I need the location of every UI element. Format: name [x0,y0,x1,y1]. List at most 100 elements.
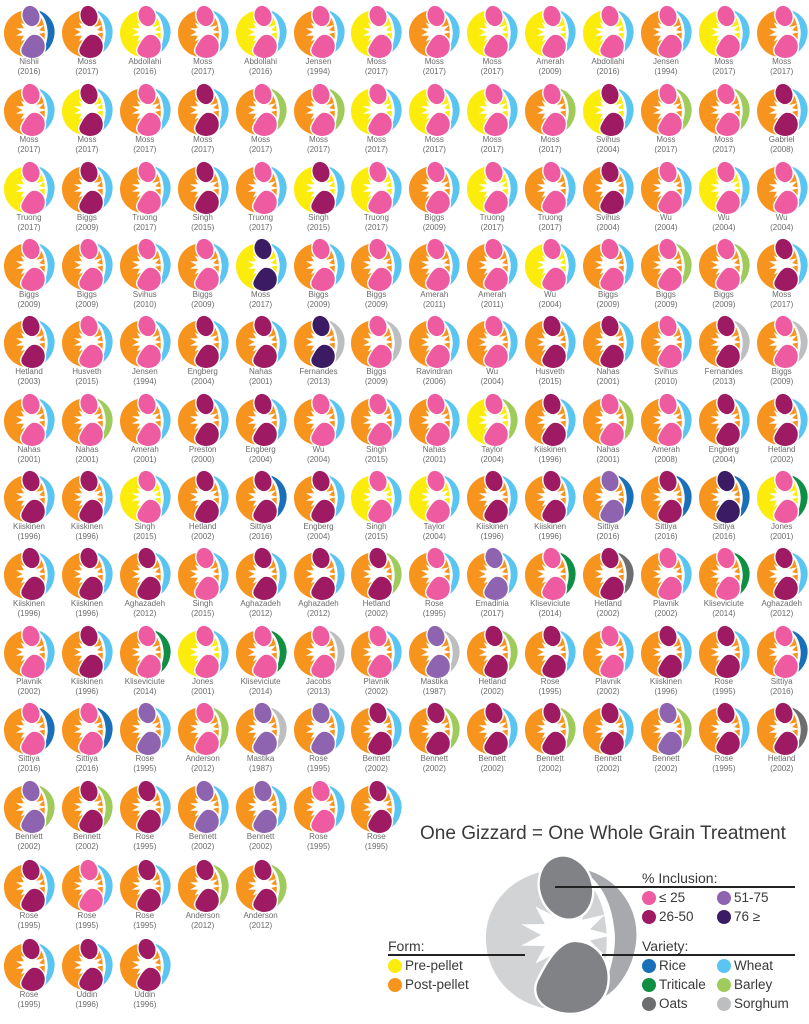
gizzard-icon [293,701,346,757]
gizzard-icon [235,314,288,370]
gizzard-nahas-2001: Nahas (2001) [579,390,637,468]
gizzard-icon [235,701,288,757]
gizzard-icon [119,4,172,60]
gizzard-icon [756,237,809,293]
study-label: Moss (2017) [249,290,273,309]
gizzard-icon [61,546,114,602]
gizzard-kiiskinen-1996: Kiiskinen (1996) [58,544,116,622]
study-label: Kiiskinen (1996) [70,522,103,541]
gizzard-icon [177,314,230,370]
study-label: Rose (1995) [133,754,157,773]
gizzard-icon [409,4,461,60]
gizzard-rose-1995: Rose (1995) [116,856,174,934]
gizzard-icon [61,160,114,216]
swatch-icon [642,996,656,1011]
gizzard-icon [698,392,751,448]
gizzard-moss-2017: Moss (2017) [232,80,290,158]
study-label: Biggs (2009) [770,367,794,386]
gizzard-truong-2017: Truong (2017) [116,158,174,236]
gizzard-icon [583,469,635,525]
study-label: Kliseviciute (2014) [124,677,165,696]
gizzard-singh-2015: Singh (2015) [116,467,174,545]
gizzard-rose-1995: Rose (1995) [0,935,58,1013]
gizzard-icon [698,82,751,138]
gizzard-icon [525,546,577,602]
gizzard-biggs-2009: Biggs (2009) [579,235,637,313]
legend-gizzard-diagram [485,854,639,1016]
study-label: Plavnik (2002) [595,677,621,696]
study-label: Wu (2004) [712,213,736,232]
gizzard-biggs-2009: Biggs (2009) [0,235,58,313]
study-label: Moss (2017) [364,57,388,76]
swatch-icon [642,909,656,924]
gizzard-bennett-2002: Bennett (2002) [405,699,463,777]
swatch-icon [642,977,656,992]
gizzard-truong-2017: Truong (2017) [347,158,405,236]
gizzard-engberg-2004: Engberg (2004) [174,312,232,390]
gizzard-moss-2017: Moss (2017) [463,80,521,158]
study-label: Uddin (1996) [133,990,157,1009]
study-label: Husveth (2015) [72,367,102,386]
gizzard-icon [119,237,172,293]
gizzard-icon [235,82,288,138]
gizzard-rose-1995: Rose (1995) [58,856,116,934]
gizzard-icon [293,237,346,293]
gizzard-amerah-2011: Amerah (2011) [405,235,463,313]
gizzard-moss-2017: Moss (2017) [174,2,232,80]
study-label: Kiiskinen (1996) [476,522,509,541]
gizzard-icon [119,392,172,448]
gizzard-icon [756,160,809,216]
gizzard-bennett-2002: Bennett (2002) [521,699,579,777]
gizzard-biggs-2009: Biggs (2009) [753,312,809,390]
gizzard-icon [467,546,519,602]
gizzard-nahas-2001: Nahas (2001) [579,312,637,390]
gizzard-icon [4,160,56,216]
gizzard-icon [698,701,751,757]
gizzard-singh-2015: Singh (2015) [347,390,405,468]
study-label: Sittiya (2016) [17,754,41,773]
study-label: Hetland (2002) [362,599,391,618]
gizzard-icon [177,237,230,293]
gizzard-icon [61,392,114,448]
study-label: Plavnik (2002) [363,677,390,696]
study-label: Sittiya (2016) [596,522,620,541]
study-label: Fernandes (2013) [299,367,338,386]
study-label: Amerah (2011) [420,290,449,309]
study-label: Kiiskinen (1996) [534,522,567,541]
gizzard-icon [177,858,230,914]
gizzard-biggs-2009: Biggs (2009) [637,235,695,313]
gizzard-svihus-2010: Svihus (2010) [637,312,695,390]
gizzard-abdollahi-2016: Abdollahi (2016) [116,2,174,80]
form-heading: Form: [388,938,425,954]
gizzard-wu-2004: Wu (2004) [463,312,521,390]
study-label: Moss (2017) [249,135,273,154]
gizzard-icon [177,546,230,602]
study-label: Bennett (2002) [15,832,43,851]
gizzard-jensen-1994: Jensen (1994) [290,2,348,80]
gizzard-plavnik-2002: Plavnik (2002) [637,544,695,622]
study-label: Singh (2015) [364,522,388,541]
study-label: Truong (2017) [132,213,158,232]
study-label: Nishii (2016) [17,57,41,76]
gizzard-icon [467,624,519,680]
gizzard-singh-2015: Singh (2015) [174,544,232,622]
study-label: Truong (2017) [537,213,563,232]
study-label: Wu (2004) [480,367,504,386]
gizzard-icon [640,160,693,216]
study-label: Taylor (2004) [422,522,446,541]
gizzard-hetland-2002: Hetland (2002) [174,467,232,545]
gizzard-abdollahi-2016: Abdollahi (2016) [579,2,637,80]
gizzard-icon [640,4,693,60]
study-label: Kliseviciute (2014) [703,599,744,618]
variety-pointer-line [602,954,795,956]
study-label: Wu (2004) [538,290,562,309]
gizzard-hetland-2002: Hetland (2002) [463,622,521,700]
gizzard-icon [119,469,172,525]
gizzard-amerah-2008: Amerah (2008) [637,390,695,468]
gizzard-bennett-2002: Bennett (2002) [174,777,232,855]
study-label: Rose (1995) [712,677,736,696]
study-label: Engberg (2004) [303,522,334,541]
gizzard-jones-2001: Jones (2001) [753,467,809,545]
gizzard-kiiskinen-1996: Kiiskinen (1996) [521,390,579,468]
gizzard-nahas-2001: Nahas (2001) [232,312,290,390]
